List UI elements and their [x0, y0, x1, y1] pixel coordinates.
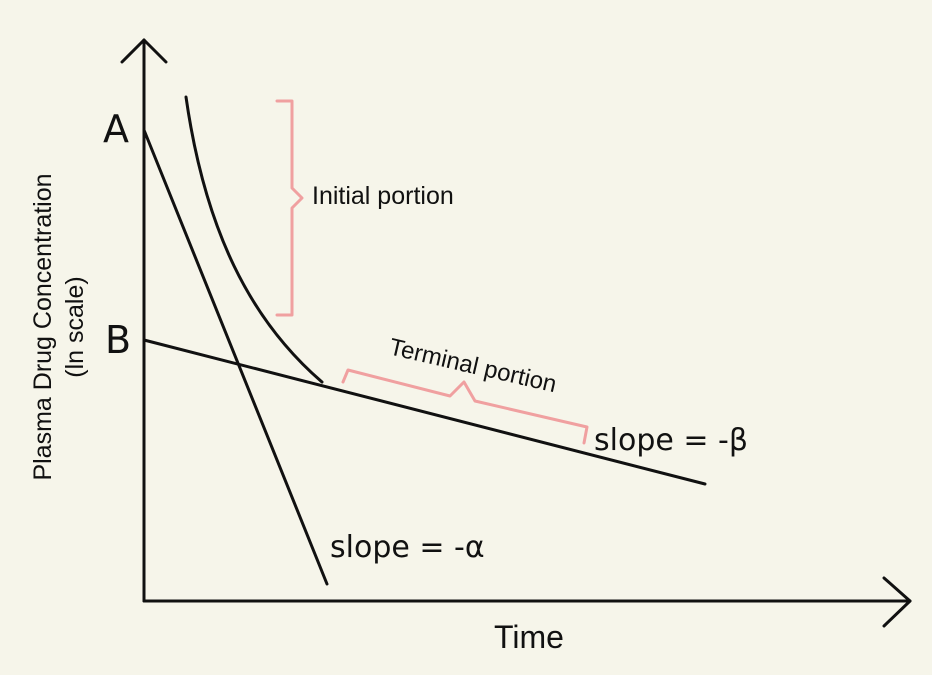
slope-alpha-label: slope = -α [330, 530, 485, 565]
x-axis-label: Time [494, 619, 564, 655]
y-axis-label-line1: Plasma Drug Concentration [29, 173, 57, 480]
x-axis-arrowhead [882, 576, 912, 628]
intercept-a-label: A [103, 107, 129, 151]
axes [120, 38, 912, 628]
y-axis-arrowhead [120, 38, 168, 64]
initial-portion-label: Initial portion [312, 182, 454, 210]
intercept-b-label: B [105, 318, 131, 362]
concentration-curve [184, 95, 324, 384]
slope-beta-label: slope = -β [594, 423, 748, 458]
initial-portion-bracket [275, 99, 304, 317]
terminal-portion-bracket [341, 368, 589, 445]
beta-line [142, 338, 707, 486]
y-axis-label: Plasma Drug Concentration (ln scale) [29, 173, 89, 480]
y-axis-label-line2: (ln scale) [61, 276, 89, 377]
alpha-line [142, 128, 329, 586]
terminal-portion-label: Terminal portion [387, 334, 559, 399]
